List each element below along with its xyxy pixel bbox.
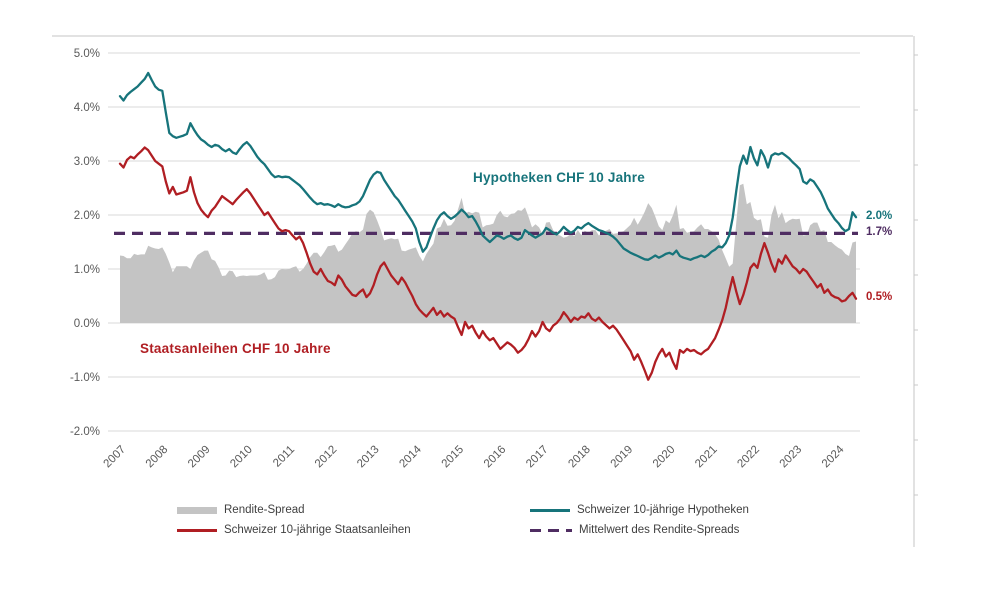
- x-tick-label: 2021: [693, 444, 720, 471]
- y-tick-label: -1.0%: [70, 372, 100, 384]
- spread-legend-label: Rendite-Spread: [224, 504, 305, 516]
- bond-end-value: 0.5%: [866, 291, 893, 303]
- x-axis-labels: 2007 2008 2009 2010 2011 2012 2013 2014 2015 2016…: [102, 443, 847, 470]
- bond-legend-swatch: [177, 528, 217, 532]
- x-tick-label: 2010: [228, 444, 255, 471]
- mean-legend-label: Mittelwert des Rendite-Spreads: [579, 524, 740, 536]
- x-tick-label: 2008: [144, 444, 171, 471]
- x-tick-label: 2013: [355, 444, 382, 471]
- y-tick-label: 4.0%: [74, 102, 100, 114]
- x-tick-label: 2009: [186, 444, 213, 471]
- bond-legend-label: Schweizer 10-jährige Staatsanleihen: [224, 524, 411, 536]
- bond-annotation: Staatsanleihen CHF 10 Jahre: [140, 341, 331, 356]
- legend-item-mortgage: Schweizer 10-jährige Hypotheken: [530, 503, 749, 517]
- x-tick-label: 2023: [778, 444, 805, 471]
- mortgage-legend-label: Schweizer 10-jährige Hypotheken: [577, 504, 749, 516]
- y-tick-label: 5.0%: [74, 48, 100, 60]
- legend-item-spread: Rendite-Spread: [177, 503, 305, 517]
- y-tick-label: 1.0%: [74, 264, 100, 276]
- bond-line: [118, 146, 858, 381]
- mean-spread-end-value: 1.7%: [866, 226, 893, 238]
- mortgage-end-value: 2.0%: [866, 210, 893, 222]
- x-tick-label: 2016: [482, 444, 509, 471]
- x-tick-label: 2007: [102, 444, 129, 471]
- legend-item-bond: Schweizer 10-jährige Staatsanleihen: [177, 523, 411, 537]
- x-tick-label: 2019: [609, 444, 636, 471]
- spread-legend-swatch: [177, 506, 217, 514]
- y-tick-label: 3.0%: [74, 156, 100, 168]
- x-tick-label: 2017: [524, 444, 551, 471]
- x-tick-label: 2024: [820, 443, 847, 470]
- y-tick-label: -2.0%: [70, 426, 100, 438]
- x-tick-label: 2011: [271, 444, 297, 470]
- x-tick-label: 2018: [566, 444, 593, 471]
- mean-legend-swatch: [530, 528, 572, 532]
- spread-area: [120, 183, 856, 323]
- y-tick-label: 2.0%: [74, 210, 100, 222]
- mortgage-legend-swatch: [530, 508, 570, 512]
- x-tick-label: 2020: [651, 444, 678, 471]
- x-tick-label: 2022: [735, 444, 762, 471]
- x-tick-label: 2014: [397, 443, 424, 470]
- y-axis-labels: 5.0% 4.0% 3.0% 2.0% 1.0% 0.0% -1.0% -2.0%: [70, 48, 100, 438]
- mortgage-line: [118, 71, 858, 261]
- y-tick-label: 0.0%: [74, 318, 100, 330]
- x-tick-label: 2015: [440, 444, 467, 471]
- chart-frame: [52, 35, 918, 547]
- legend-item-mean: Mittelwert des Rendite-Spreads: [530, 523, 739, 537]
- x-tick-label: 2012: [313, 444, 340, 471]
- mortgage-annotation: Hypotheken CHF 10 Jahre: [473, 170, 645, 185]
